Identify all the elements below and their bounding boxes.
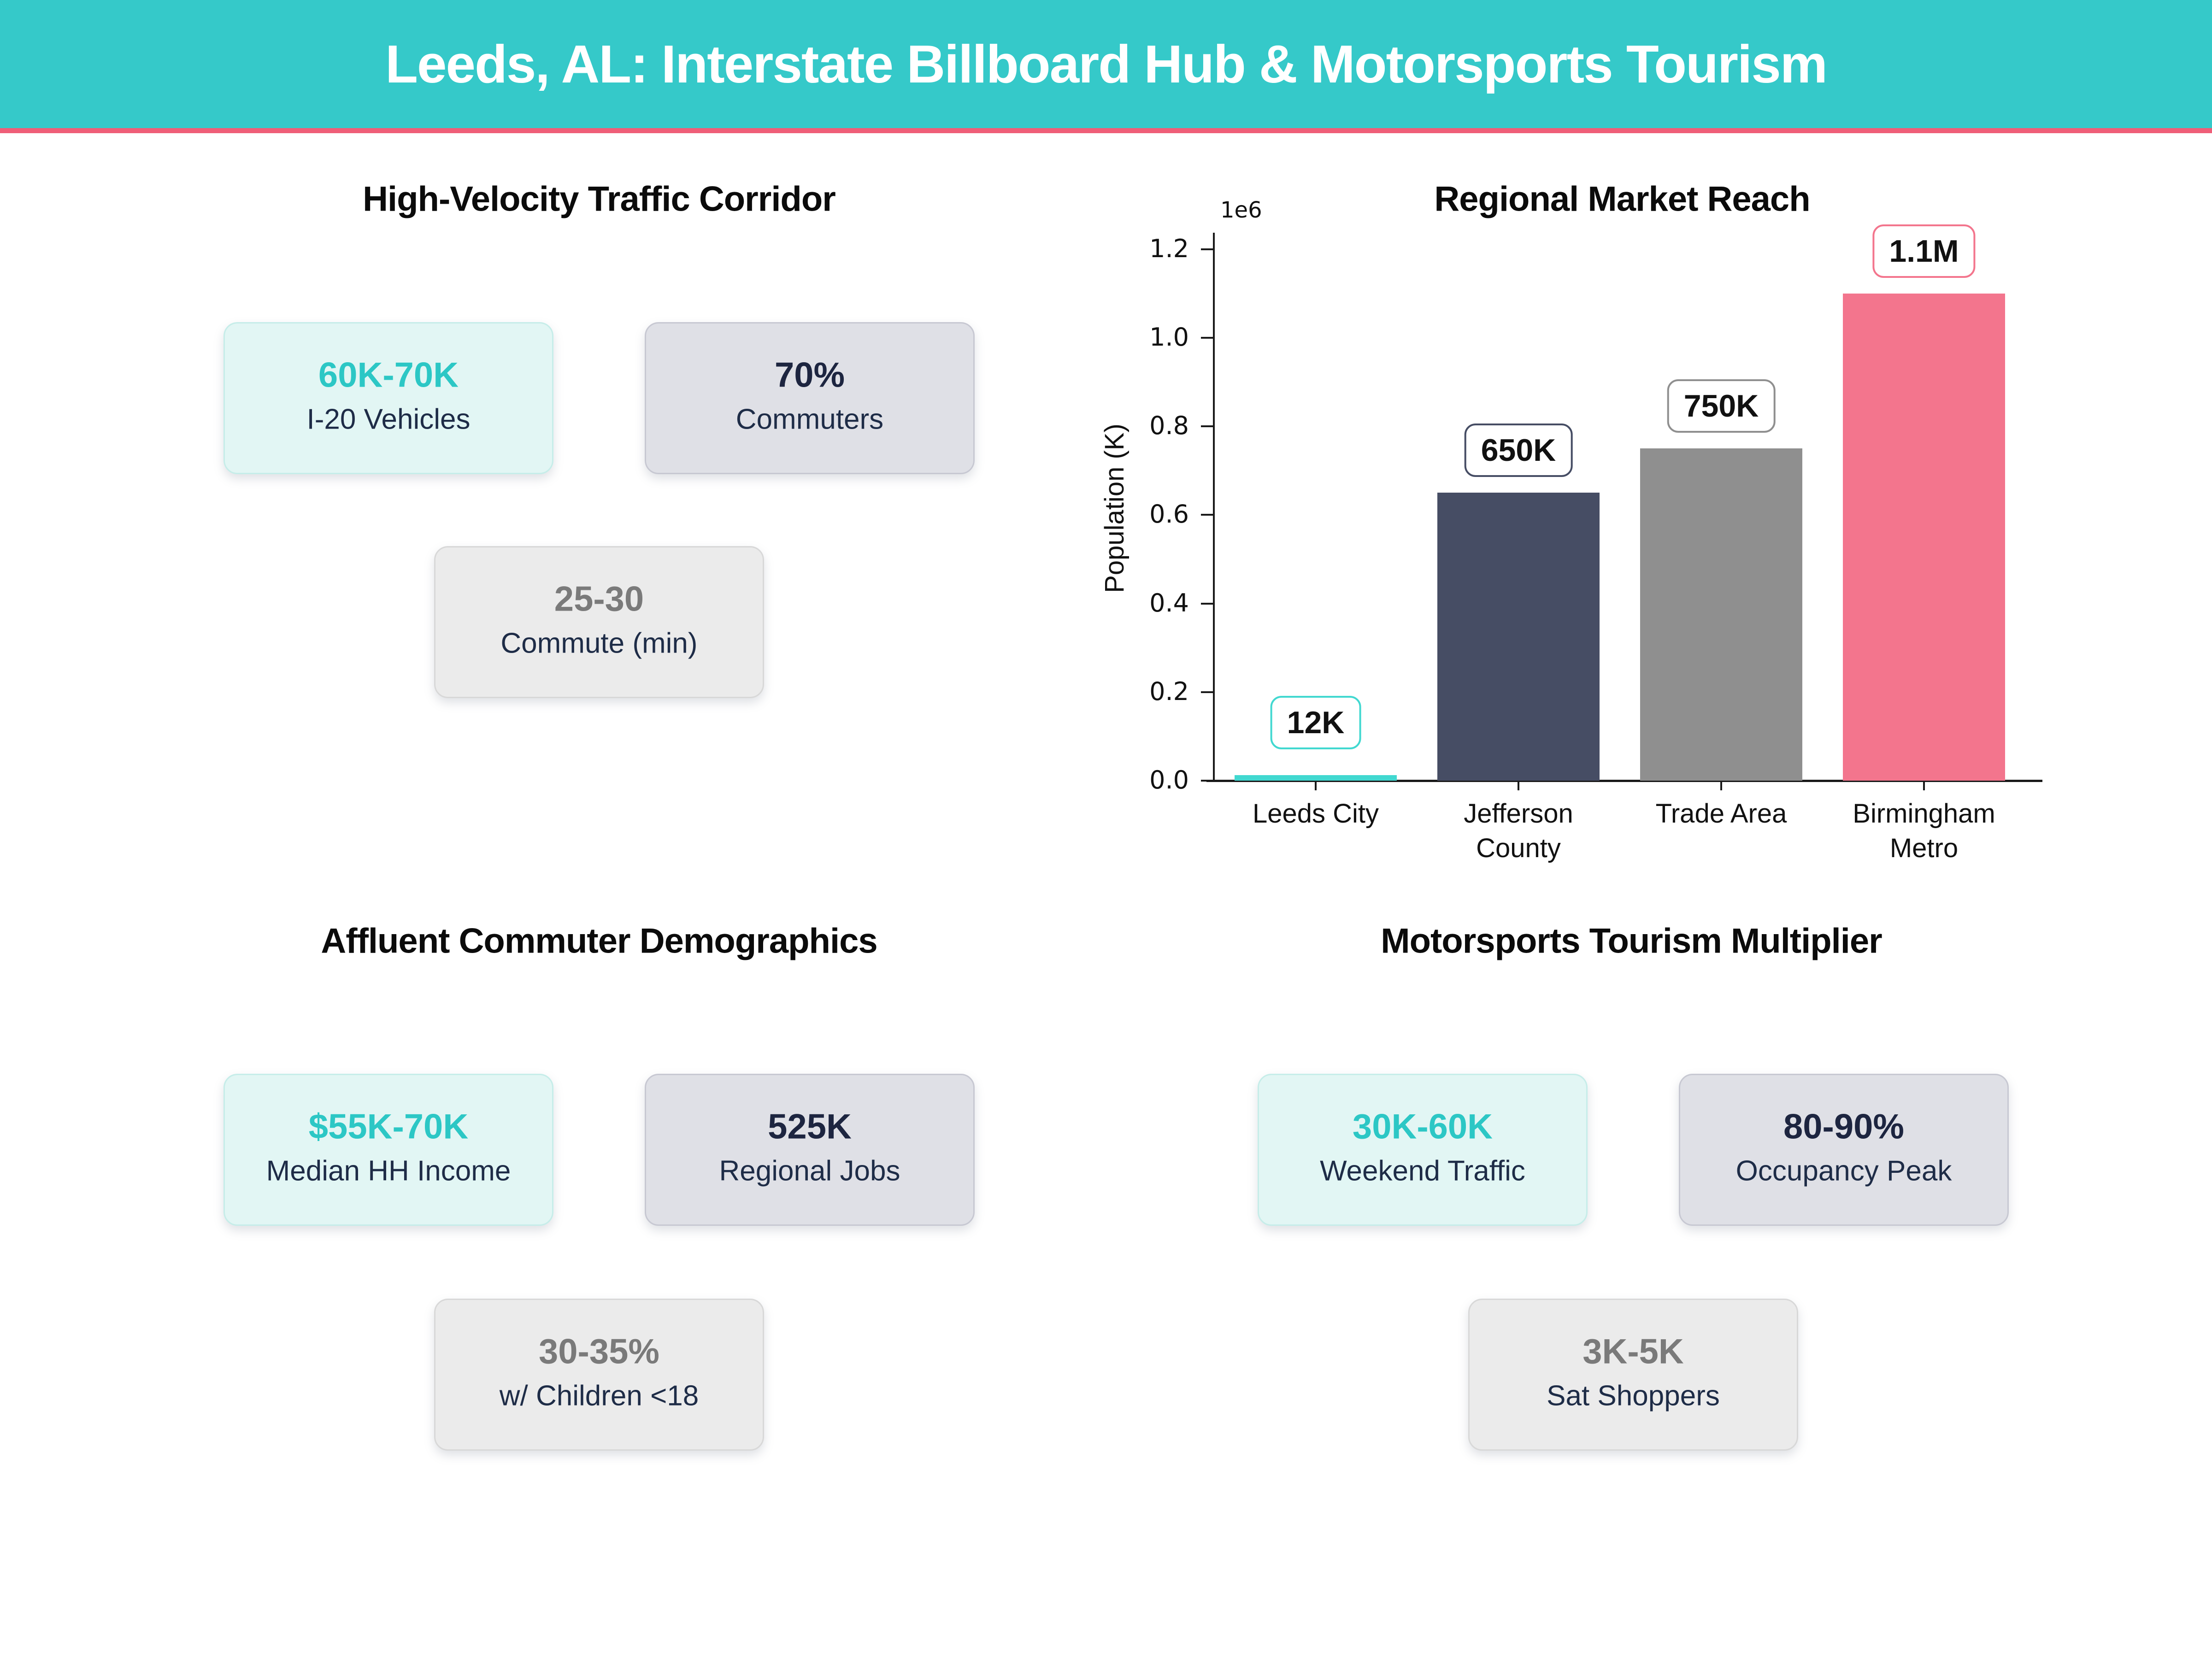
bar-value-label: 12K xyxy=(1270,696,1361,750)
y-tick-label: 0.2 xyxy=(1149,677,1189,706)
axis-offset-text: 1e6 xyxy=(1220,197,1262,223)
stat-card-i20-vehicles: 60K-70K I-20 Vehicles xyxy=(224,322,553,474)
section-title-commuter-demographics: Affluent Commuter Demographics xyxy=(321,921,877,961)
stat-value: 80-90% xyxy=(1783,1107,1904,1147)
x-tick-label: Leeds City xyxy=(1252,799,1379,829)
stat-card-regional-jobs: 525K Regional Jobs xyxy=(645,1074,975,1226)
stat-value: 70% xyxy=(774,355,845,395)
y-tick-mark xyxy=(1201,425,1213,428)
stat-label: Median HH Income xyxy=(266,1155,511,1187)
x-tick-mark xyxy=(1518,782,1519,790)
section-title-motorsports-tourism: Motorsports Tourism Multiplier xyxy=(1381,921,1882,961)
stat-label: w/ Children <18 xyxy=(499,1380,699,1412)
page-title: Leeds, AL: Interstate Billboard Hub & Mo… xyxy=(385,34,1828,94)
bar-jefferson-county xyxy=(1437,493,1600,781)
y-tick-mark xyxy=(1201,780,1213,782)
stat-card-saturday-shoppers: 3K-5K Sat Shoppers xyxy=(1468,1299,1798,1451)
y-tick-mark xyxy=(1201,248,1213,250)
stat-label: Sat Shoppers xyxy=(1547,1380,1720,1412)
header-banner: Leeds, AL: Interstate Billboard Hub & Mo… xyxy=(0,0,2212,133)
y-tick-mark xyxy=(1201,602,1213,605)
stat-value: 3K-5K xyxy=(1583,1332,1684,1371)
stat-card-commuters: 70% Commuters xyxy=(645,322,975,474)
y-tick-label: 1.2 xyxy=(1149,234,1189,263)
stat-label: Regional Jobs xyxy=(719,1155,900,1187)
stat-value: 25-30 xyxy=(554,579,644,619)
y-tick-label: 0.0 xyxy=(1149,765,1189,794)
stat-label: Commute (min) xyxy=(500,627,698,659)
stat-value: 30-35% xyxy=(539,1332,659,1371)
bar-value-label: 650K xyxy=(1464,424,1573,477)
y-tick-mark xyxy=(1201,514,1213,516)
stat-value: $55K-70K xyxy=(308,1107,469,1147)
x-tick-label: Jefferson County xyxy=(1464,799,1573,864)
x-tick-mark xyxy=(1315,782,1317,790)
x-tick-label: Trade Area xyxy=(1655,799,1787,829)
y-tick-label: 0.4 xyxy=(1149,588,1189,618)
stat-label: Occupancy Peak xyxy=(1735,1155,1952,1187)
stat-value: 60K-70K xyxy=(318,355,459,395)
x-axis-spine xyxy=(1206,780,2042,782)
y-axis-spine xyxy=(1213,233,1215,782)
y-tick-mark xyxy=(1201,337,1213,339)
stat-card-children-households: 30-35% w/ Children <18 xyxy=(434,1299,764,1451)
stat-card-median-income: $55K-70K Median HH Income xyxy=(224,1074,553,1226)
y-tick-label: 0.8 xyxy=(1149,411,1189,441)
x-tick-mark xyxy=(1923,782,1925,790)
stat-card-commute-minutes: 25-30 Commute (min) xyxy=(434,546,764,698)
bar-birmingham-metro xyxy=(1843,293,2005,781)
bar-value-label: 750K xyxy=(1667,379,1776,433)
stat-label: Commuters xyxy=(735,403,884,435)
section-title-regional-market-reach: Regional Market Reach xyxy=(1434,179,1810,219)
y-tick-mark xyxy=(1201,691,1213,693)
x-tick-mark xyxy=(1720,782,1722,790)
bar-trade-area xyxy=(1640,448,1802,781)
section-title-traffic-corridor: High-Velocity Traffic Corridor xyxy=(363,179,836,219)
stat-card-weekend-traffic: 30K-60K Weekend Traffic xyxy=(1258,1074,1588,1226)
y-tick-label: 1.0 xyxy=(1149,323,1189,352)
stat-value: 30K-60K xyxy=(1352,1107,1493,1147)
stat-card-occupancy-peak: 80-90% Occupancy Peak xyxy=(1679,1074,2009,1226)
stat-label: Weekend Traffic xyxy=(1320,1155,1525,1187)
y-tick-label: 0.6 xyxy=(1149,500,1189,529)
stat-label: I-20 Vehicles xyxy=(306,403,471,435)
stat-value: 525K xyxy=(768,1107,852,1147)
x-tick-label: Birmingham Metro xyxy=(1853,799,1995,864)
bar-leeds-city xyxy=(1235,775,1397,781)
bar-value-label: 1.1M xyxy=(1872,224,1976,278)
